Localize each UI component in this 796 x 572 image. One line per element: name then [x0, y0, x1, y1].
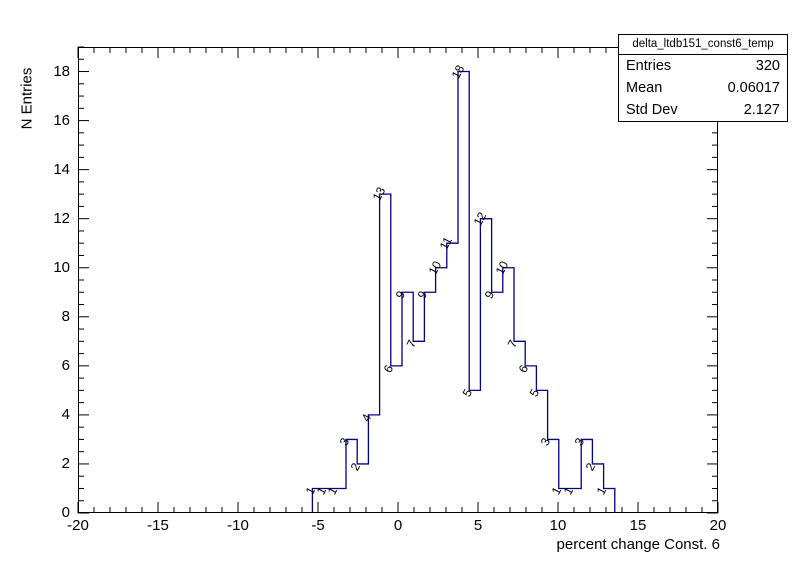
y-tick-label: 10: [53, 258, 70, 276]
stats-rows: Entries 320 Mean 0.06017 Std Dev 2.127: [619, 55, 787, 121]
x-tick-label: -20: [67, 517, 89, 534]
x-tick-label: 0: [393, 517, 403, 534]
stats-value: 320: [755, 58, 780, 74]
stats-key: Std Dev: [626, 102, 678, 118]
stats-key: Mean: [626, 80, 663, 96]
y-tick-label: 6: [61, 356, 70, 374]
stats-row: Entries 320: [619, 55, 787, 77]
stats-row: Std Dev 2.127: [619, 99, 787, 121]
x-tick-label: 10: [549, 517, 567, 534]
x-tick-label: -10: [227, 517, 249, 534]
y-tick-label: 0: [61, 504, 70, 521]
y-axis-title: N Entries: [18, 67, 36, 130]
x-tick-label: -15: [147, 517, 169, 534]
x-tick-label: -5: [311, 517, 325, 534]
stats-row: Mean 0.06017: [619, 77, 787, 99]
stats-key: Entries: [626, 58, 672, 74]
x-tick-label: 5: [473, 517, 483, 534]
stats-title: delta_ltdb151_const6_temp: [619, 35, 787, 55]
y-tick-label: 18: [53, 62, 70, 80]
stats-value: 0.06017: [727, 80, 780, 96]
x-tick-label: 20: [709, 517, 727, 534]
stats-value: 2.127: [743, 102, 780, 118]
y-tick-label: 16: [53, 111, 70, 129]
y-tick-label: 2: [61, 454, 70, 472]
y-tick-label: 8: [61, 307, 70, 325]
y-tick-label: 14: [53, 160, 70, 178]
x-axis-title: percent change Const. 6: [556, 536, 720, 553]
statistics-box[interactable]: delta_ltdb151_const6_temp Entries 320 Mean…: [618, 34, 788, 122]
x-tick-label: 15: [629, 517, 647, 534]
y-tick-label: 12: [53, 209, 70, 227]
y-tick-label: 4: [61, 405, 70, 423]
